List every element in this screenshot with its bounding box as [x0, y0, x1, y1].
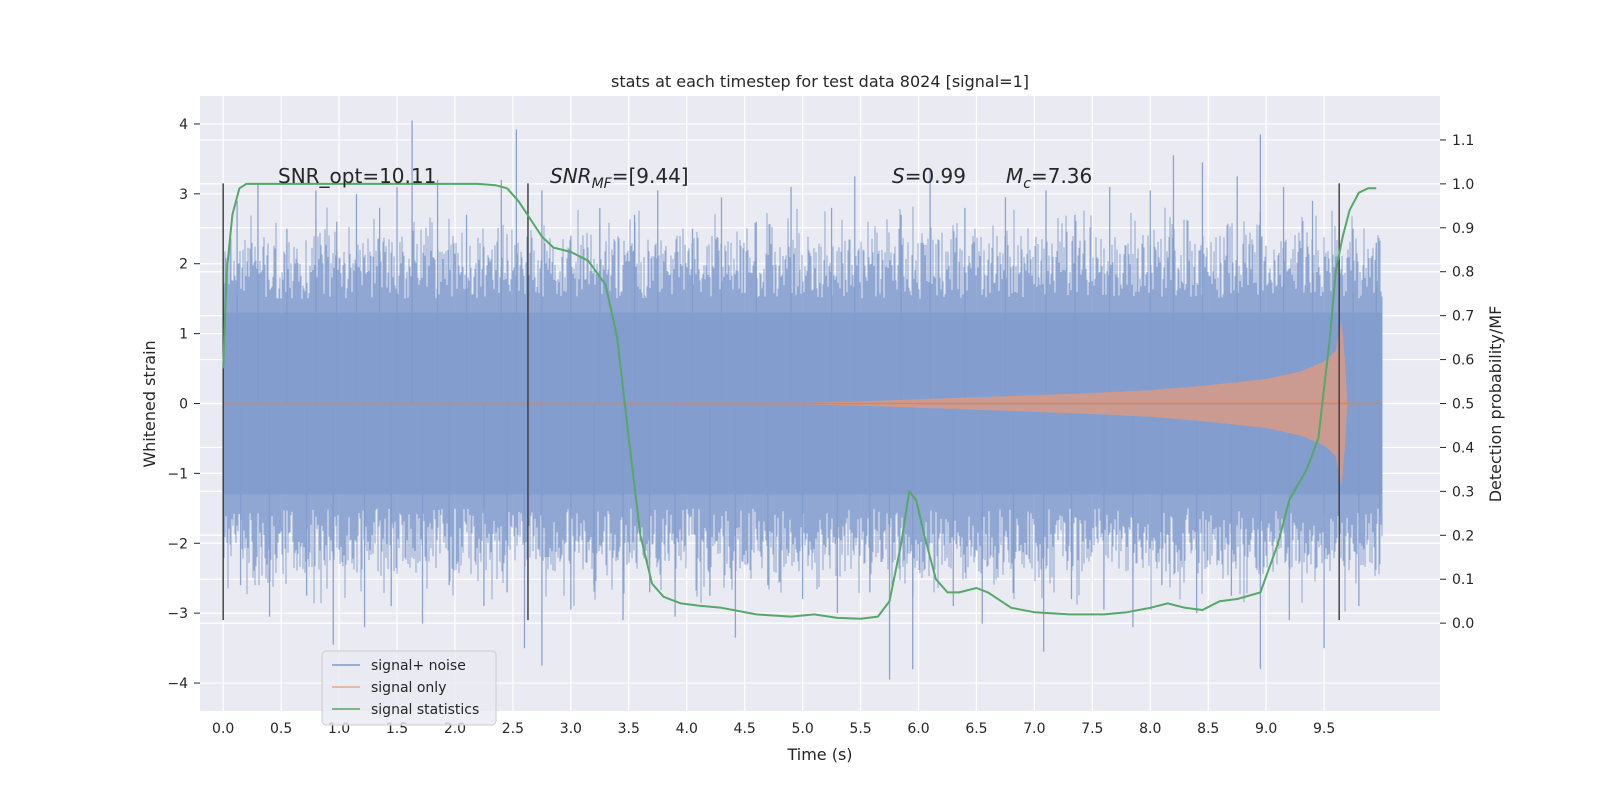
annotation-mc-main: M [1006, 164, 1023, 188]
y-axis-label: Whitened strain [140, 340, 159, 467]
x-tick-label: 2.5 [502, 721, 524, 737]
signal-statistics-line [222, 182, 1377, 620]
y-right-tick-label: 0.9 [1452, 221, 1474, 237]
signal-statistics-series [222, 182, 1377, 620]
y-right-tick-label: 1.1 [1452, 133, 1474, 149]
x-tick-label: 4.0 [676, 721, 698, 737]
annotation-snr-opt: SNR_opt=10.11 [278, 164, 436, 188]
chart-title: stats at each timestep for test data 802… [611, 72, 1029, 91]
x-tick-label: 0.5 [270, 721, 292, 737]
x-axis-label: Time (s) [786, 745, 852, 764]
y-tick-label: −4 [167, 676, 188, 692]
annotation-s-value: =0.99 [905, 164, 966, 188]
legend-label-signal-statistics: signal statistics [371, 702, 479, 718]
legend: signal+ noise signal only signal statist… [321, 650, 497, 726]
y-tick-label: −1 [167, 466, 188, 482]
x-tick-label: 4.5 [734, 721, 756, 737]
y-tick-label: −2 [167, 536, 188, 552]
y-right-tick-label: 0.1 [1452, 572, 1474, 588]
y-right-tick-label: 0.4 [1452, 440, 1474, 456]
x-tick-label: 9.0 [1255, 721, 1277, 737]
x-tick-label: 6.5 [965, 721, 987, 737]
x-tick-label: 6.0 [907, 721, 929, 737]
y-right-tick-label: 0.6 [1452, 353, 1474, 369]
annotation-mc: Mc=7.36 [1006, 164, 1092, 192]
y-tick-label: 4 [179, 117, 188, 133]
y-right-tick-label: 1.0 [1452, 177, 1474, 193]
y-right-tick-label: 0.5 [1452, 397, 1474, 413]
annotation-snr-mf-sub: MF [592, 176, 613, 192]
legend-label-signal-only: signal only [371, 680, 446, 696]
x-tick-label: 7.0 [1023, 721, 1045, 737]
x-tick-label: 7.5 [1081, 721, 1103, 737]
y-tick-label: 2 [179, 257, 188, 273]
x-tick-label: 8.0 [1139, 721, 1161, 737]
y-tick-label: 3 [179, 187, 188, 203]
x-tick-label: 8.5 [1197, 721, 1219, 737]
y-right-tick-label: 0.2 [1452, 528, 1474, 544]
y-right-tick-label: 0.0 [1452, 616, 1474, 632]
legend-box [321, 650, 497, 726]
y-right-tick-label: 0.7 [1452, 309, 1474, 325]
annotation-snr-mf: SNRMF=[9.44] [550, 164, 689, 192]
x-tick-label: 3.5 [618, 721, 640, 737]
signal-only-series [223, 319, 1383, 488]
y-axis-right-label: Detection probability/MF [1486, 306, 1505, 503]
y-tick-label: −3 [167, 606, 188, 622]
annotation-snr-mf-main: SNR [550, 164, 592, 188]
y-tick-label: 0 [179, 397, 188, 413]
annotation-s-main: S [892, 164, 905, 188]
annotation-snr-mf-value: =[9.44] [612, 164, 689, 188]
x-tick-label: 3.0 [560, 721, 582, 737]
x-tick-label: 5.0 [791, 721, 813, 737]
x-tick-label: 5.5 [849, 721, 871, 737]
y-tick-label: 1 [179, 327, 188, 343]
legend-label-signal-noise: signal+ noise [371, 658, 466, 674]
annotation-s: S=0.99 [892, 164, 966, 188]
annotation-mc-value: =7.36 [1031, 164, 1092, 188]
y-right-tick-label: 0.3 [1452, 484, 1474, 500]
x-tick-label: 9.5 [1313, 721, 1335, 737]
y-right-tick-label: 0.8 [1452, 265, 1474, 281]
x-tick-label: 0.0 [212, 721, 234, 737]
annotation-mc-sub: c [1023, 176, 1031, 192]
